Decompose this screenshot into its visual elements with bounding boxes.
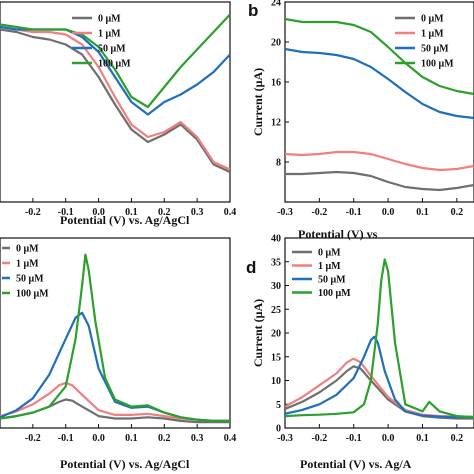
x-axis-label: Potential (V) vs. Ag/AgCl bbox=[60, 213, 190, 227]
series-line-4 bbox=[0, 13, 230, 109]
x-axis-label: Potential (V) vs. Ag/A bbox=[300, 457, 412, 471]
series-line-2 bbox=[0, 25, 230, 171]
x-tick-label: 0.1 bbox=[416, 433, 429, 444]
x-tick-label: -0.1 bbox=[58, 433, 74, 444]
x-tick-label: 0.0 bbox=[92, 207, 105, 218]
series-line-4 bbox=[0, 253, 230, 422]
plot-frame bbox=[284, 1, 474, 203]
legend-label: 1 μM bbox=[421, 29, 444, 40]
legend-label: 1 μM bbox=[98, 29, 121, 40]
x-tick-label: -0.3 bbox=[277, 433, 293, 444]
legend-label: 50 μM bbox=[16, 274, 44, 285]
x-tick-label: 0.2 bbox=[158, 207, 171, 218]
y-tick-label: 24 bbox=[271, 0, 281, 9]
series-line-1 bbox=[0, 28, 230, 174]
x-tick-label: -0.1 bbox=[346, 207, 362, 218]
legend-label: 0 μM bbox=[421, 14, 444, 25]
x-tick-label: -0.2 bbox=[311, 207, 327, 218]
y-tick-label: 12 bbox=[271, 118, 281, 129]
series-line-3 bbox=[285, 47, 474, 120]
x-tick-label: 0.3 bbox=[191, 433, 204, 444]
panel-letter: d bbox=[246, 258, 256, 277]
legend-label: 100 μM bbox=[16, 289, 49, 300]
legend-label: 100 μM bbox=[421, 59, 454, 70]
series-line-1 bbox=[285, 170, 474, 192]
y-tick-label: 15 bbox=[271, 352, 281, 363]
chart-panel-1: -0.2 -0.1 0.0 0.1 0.2 0.3 0.4 0 μM 1 μM 50 μM 100 … bbox=[0, 1, 237, 227]
series-line-3 bbox=[285, 335, 474, 419]
legend-label: 50 μM bbox=[421, 44, 449, 55]
y-tick-label: 40 bbox=[271, 234, 281, 245]
x-tick-label: 0.0 bbox=[382, 433, 395, 444]
x-tick-label: -0.1 bbox=[58, 207, 74, 218]
legend-label: 0 μM bbox=[98, 14, 121, 25]
x-axis-label: Potential (V) vs. Ag/AgCl bbox=[60, 457, 190, 471]
x-tick-label: 0.2 bbox=[451, 433, 464, 444]
x-tick-label: 0.2 bbox=[158, 433, 171, 444]
series-line-2 bbox=[285, 150, 474, 172]
x-tick-label: -0.3 bbox=[277, 207, 293, 218]
y-tick-label: 30 bbox=[271, 281, 281, 292]
x-tick-label: -0.2 bbox=[25, 207, 41, 218]
y-tick-label: 8 bbox=[276, 158, 281, 169]
x-tick-label: 0.4 bbox=[224, 207, 237, 218]
legend-label: 50 μM bbox=[98, 44, 126, 55]
x-tick-label: -0.2 bbox=[25, 433, 41, 444]
legend-label: 100 μM bbox=[318, 288, 351, 299]
y-axis-label: Current (μA) bbox=[251, 68, 265, 136]
y-tick-label: 5 bbox=[276, 400, 281, 411]
panel-letter: b bbox=[248, 1, 258, 20]
plot-frame bbox=[0, 1, 231, 203]
legend-label: 1 μM bbox=[16, 259, 39, 270]
chart-panel-3: -0.2 -0.1 0.0 0.1 0.2 0.3 0.4 0 μM 1 μM 50 μM 100 … bbox=[0, 237, 237, 471]
x-tick-label: 0.3 bbox=[191, 207, 204, 218]
x-axis-label: Potential (V) vs bbox=[298, 227, 378, 241]
y-tick-label: 35 bbox=[271, 257, 281, 268]
y-tick-label: 20 bbox=[271, 329, 281, 340]
y-tick-label: 16 bbox=[271, 78, 281, 89]
y-tick-label: 25 bbox=[271, 305, 281, 316]
legend-label: 0 μM bbox=[16, 244, 39, 255]
plot-frame bbox=[284, 237, 474, 429]
x-tick-label: 0.1 bbox=[125, 433, 138, 444]
chart-panel-2: -0.3 -0.2 -0.1 0.0 0.1 0.2 8 12 16 20 24 0 μM 1 μM 50… bbox=[248, 0, 474, 241]
x-tick-label: 0.0 bbox=[92, 433, 105, 444]
x-tick-label: 0.0 bbox=[382, 207, 395, 218]
series-line-2 bbox=[285, 357, 474, 418]
chart-panel-4: -0.3 -0.2 -0.1 0.0 0.1 0.2 0 5 10 15 20 25 30 35 40 0 μ… bbox=[246, 234, 474, 471]
x-tick-label: 0.1 bbox=[416, 207, 429, 218]
y-tick-label: 10 bbox=[271, 376, 281, 387]
series-line-1 bbox=[285, 365, 474, 420]
x-tick-label: 0.4 bbox=[224, 433, 237, 444]
series-line-4 bbox=[285, 258, 474, 419]
y-axis-label: Current (μA) bbox=[251, 299, 265, 367]
plot-frame bbox=[0, 237, 231, 429]
x-tick-label: 0.2 bbox=[451, 207, 464, 218]
x-tick-label: 0.1 bbox=[125, 207, 138, 218]
x-tick-label: -0.1 bbox=[346, 433, 362, 444]
legend-label: 0 μM bbox=[318, 248, 341, 259]
series-line-3 bbox=[0, 311, 230, 422]
legend-label: 50 μM bbox=[318, 275, 346, 286]
series-line-4 bbox=[285, 17, 474, 96]
legend-label: 1 μM bbox=[318, 261, 341, 272]
legend-label: 100 μM bbox=[98, 59, 131, 70]
y-tick-label: 20 bbox=[271, 38, 281, 49]
y-tick-label: 0 bbox=[276, 424, 281, 435]
x-tick-label: -0.2 bbox=[311, 433, 327, 444]
